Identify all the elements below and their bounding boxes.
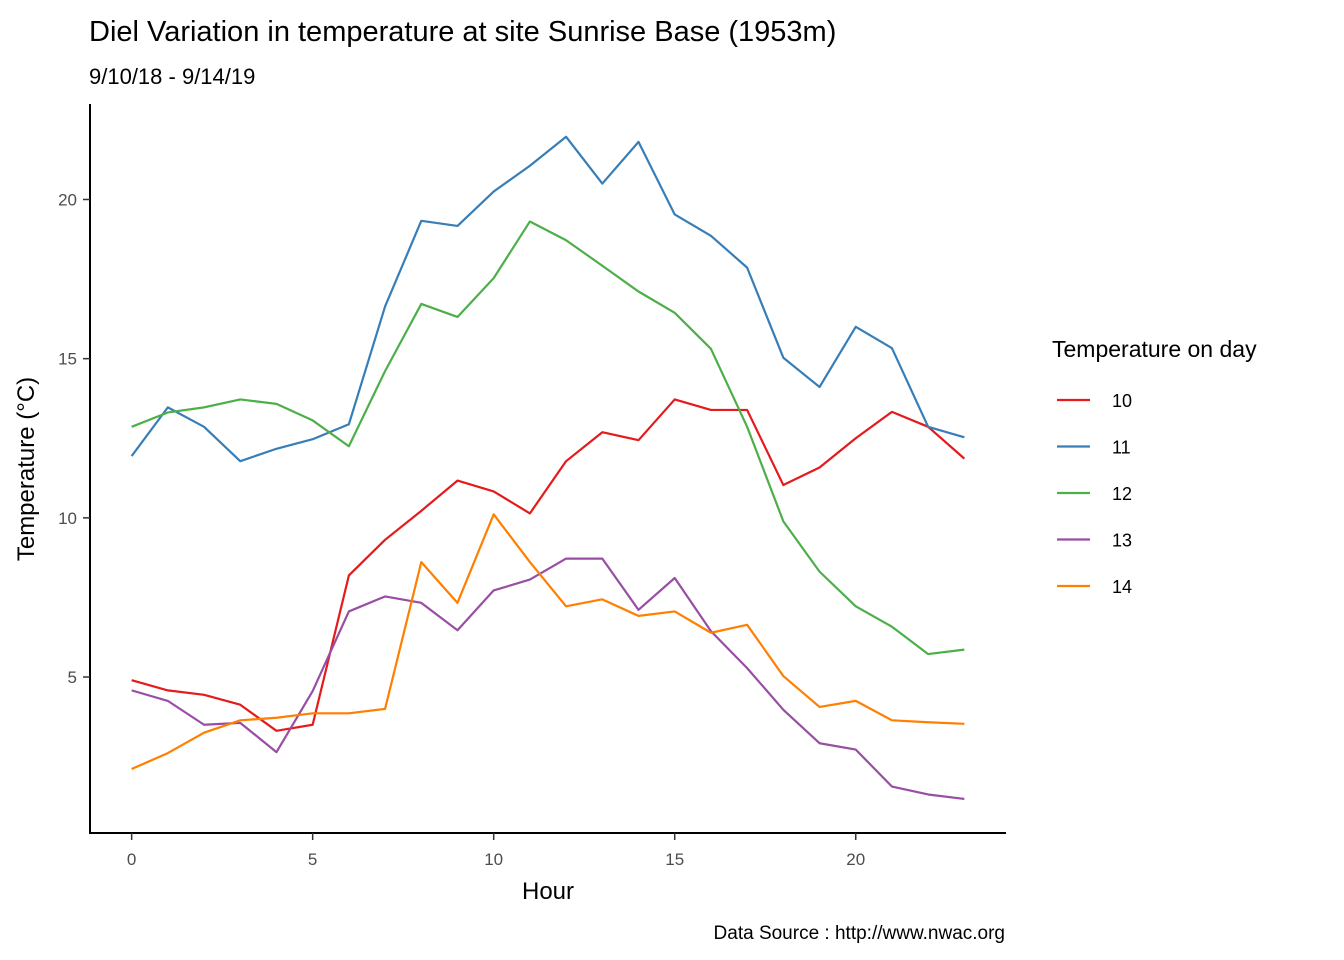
legend-label: 14 [1112, 577, 1132, 597]
series-layer [130, 135, 966, 801]
y-axis-label: Temperature (°C) [13, 377, 40, 561]
x-tick-label: 15 [665, 850, 684, 869]
x-tick-label: 10 [484, 850, 503, 869]
legend-label: 13 [1112, 531, 1132, 551]
y-tick-label: 20 [58, 191, 77, 210]
legend-item-day-13: 13 [1057, 531, 1132, 551]
x-ticks: 0 5 10 15 20 [127, 833, 865, 869]
legend-item-day-14: 14 [1057, 577, 1132, 597]
legend-items: 10 11 12 13 14 [1057, 391, 1132, 597]
series-line-day-10 [131, 398, 966, 732]
x-tick-label: 20 [846, 850, 865, 869]
chart-subtitle: 9/10/18 - 9/14/19 [89, 64, 255, 89]
y-tick-label: 5 [68, 668, 77, 687]
legend-title: Temperature on day [1052, 336, 1257, 362]
data-source-caption: Data Source : http://www.nwac.org [714, 923, 1005, 944]
x-tick-label: 5 [308, 850, 317, 869]
series-line-day-13 [131, 557, 965, 801]
x-tick-label: 0 [127, 850, 136, 869]
y-tick-label: 10 [58, 509, 77, 528]
plot-area: 0 5 10 15 20 5 10 15 20 [58, 104, 1006, 869]
legend-label: 10 [1112, 391, 1132, 411]
legend-item-day-10: 10 [1057, 391, 1132, 411]
legend-item-day-12: 12 [1057, 484, 1132, 504]
x-axis-label: Hour [522, 878, 574, 905]
series-line-day-11 [130, 135, 965, 463]
y-tick-label: 15 [58, 350, 77, 369]
legend-label: 11 [1112, 438, 1131, 458]
legend: Temperature on day 10 11 12 13 14 [1052, 336, 1257, 597]
y-ticks: 5 10 15 20 [58, 191, 90, 687]
series-line-day-14 [131, 513, 965, 771]
chart-title: Diel Variation in temperature at site Su… [89, 16, 836, 48]
legend-item-day-11: 11 [1057, 438, 1131, 458]
legend-label: 12 [1112, 484, 1132, 504]
series-line-day-12 [131, 220, 965, 656]
